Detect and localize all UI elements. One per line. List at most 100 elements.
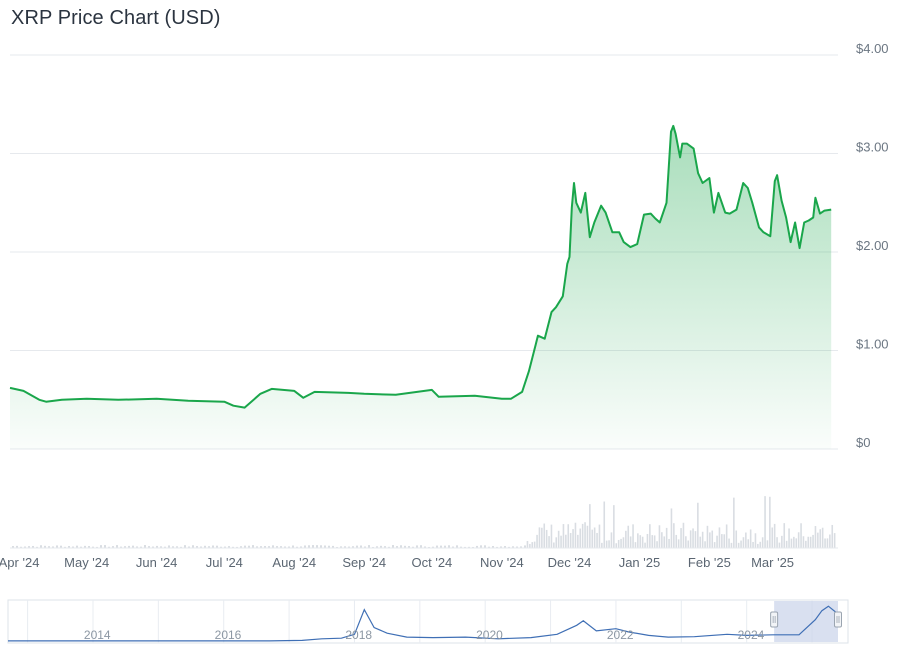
volume-bar <box>567 524 570 548</box>
volume-bar <box>581 523 584 548</box>
volume-bar <box>819 529 822 548</box>
volume-bar <box>603 501 606 548</box>
volume-bar <box>584 522 586 548</box>
volume-bar <box>545 529 548 548</box>
volume-bar <box>788 528 790 548</box>
volume-bar <box>553 542 555 548</box>
volume-bar <box>646 533 649 548</box>
volume-bar <box>392 545 394 548</box>
volume-bar <box>376 546 378 548</box>
volume-bar <box>132 545 134 548</box>
volume-bar <box>116 545 118 548</box>
volume-bar <box>488 546 490 548</box>
volume-bar <box>795 538 798 548</box>
volume-bar <box>68 546 70 548</box>
volume-bar <box>56 545 58 548</box>
price-line <box>9 124 832 409</box>
volume-bar <box>344 546 346 548</box>
volume-bar <box>725 524 728 548</box>
volume-bar <box>328 545 330 548</box>
volume-bar <box>468 546 470 548</box>
volume-bar <box>632 524 634 548</box>
volume-bar <box>747 539 750 548</box>
navigator-handle-left[interactable] <box>770 611 779 628</box>
volume-bar <box>380 545 382 548</box>
volume-bar <box>560 535 562 548</box>
x-tick-label: Dec '24 <box>548 555 592 570</box>
volume-bar <box>680 528 682 548</box>
volume-bar <box>500 546 502 548</box>
volume-bar <box>128 545 130 548</box>
navigator-tick-label: 2022 <box>607 628 634 642</box>
volume-bar <box>452 546 454 548</box>
volume-bar <box>516 546 518 548</box>
volume-bar <box>821 527 824 548</box>
volume-bar <box>416 545 418 548</box>
volume-bar <box>673 523 675 548</box>
volume-bar <box>92 546 94 548</box>
volume-bar <box>728 538 730 548</box>
volume-bar <box>802 536 805 548</box>
volume-bar <box>248 545 250 548</box>
volume-bar <box>718 527 721 548</box>
volume-bar <box>440 545 442 548</box>
volume-bar <box>208 546 210 548</box>
volume-bar <box>617 539 620 548</box>
y-tick-label: $0 <box>856 435 870 450</box>
navigator-line <box>8 605 839 642</box>
volume-bar <box>754 533 757 548</box>
volume-bar <box>577 534 579 548</box>
volume-bar <box>733 497 735 548</box>
volume-bar <box>713 542 716 548</box>
navigator-tick-label: 2018 <box>345 628 372 642</box>
volume-bar <box>555 537 558 548</box>
volume-bar <box>824 538 826 548</box>
volume-bar <box>492 546 494 548</box>
volume-bar <box>372 546 374 548</box>
volume-bar <box>533 541 536 548</box>
volume-bar <box>300 546 302 548</box>
volume-bar <box>783 523 786 548</box>
volume-bar <box>144 545 146 548</box>
volume-bar <box>613 505 615 548</box>
volume-bar <box>701 531 704 548</box>
volume-bar <box>740 540 742 548</box>
volume-bar <box>16 545 18 548</box>
volume-bar <box>324 545 326 548</box>
volume-bar <box>615 543 618 548</box>
volume-bar <box>531 542 534 548</box>
volume-bar <box>100 545 102 548</box>
volume-bar <box>641 536 644 548</box>
volume-bar <box>670 508 673 548</box>
volume-bar <box>752 541 754 548</box>
volume-bar <box>444 545 446 548</box>
x-tick-label: Jul '24 <box>206 555 243 570</box>
volume-bar <box>272 545 274 548</box>
volume-bar <box>793 536 795 548</box>
volume-bar <box>829 534 831 548</box>
volume-bar <box>256 546 258 548</box>
volume-bar <box>276 546 278 548</box>
volume-bar <box>436 545 438 548</box>
volume-bar <box>260 546 262 548</box>
volume-bar <box>637 533 639 548</box>
volume-bar <box>773 523 776 548</box>
volume-bar <box>723 534 726 548</box>
volume-bar <box>124 546 126 548</box>
volume-bar <box>476 545 478 548</box>
volume-bar <box>28 546 30 548</box>
volume-bar <box>472 546 474 548</box>
volume-bar <box>677 539 680 548</box>
navigator-handle-right[interactable] <box>834 611 842 628</box>
volume-bar <box>658 525 661 548</box>
volume-bar <box>192 545 194 548</box>
volume-bar <box>682 522 685 548</box>
volume-bar <box>284 546 286 548</box>
volume-bar <box>20 546 22 548</box>
volume-bar <box>807 536 810 548</box>
volume-bar <box>687 540 690 548</box>
volume-bar <box>605 540 608 548</box>
volume-bar <box>152 546 154 548</box>
volume-bar <box>400 545 402 548</box>
